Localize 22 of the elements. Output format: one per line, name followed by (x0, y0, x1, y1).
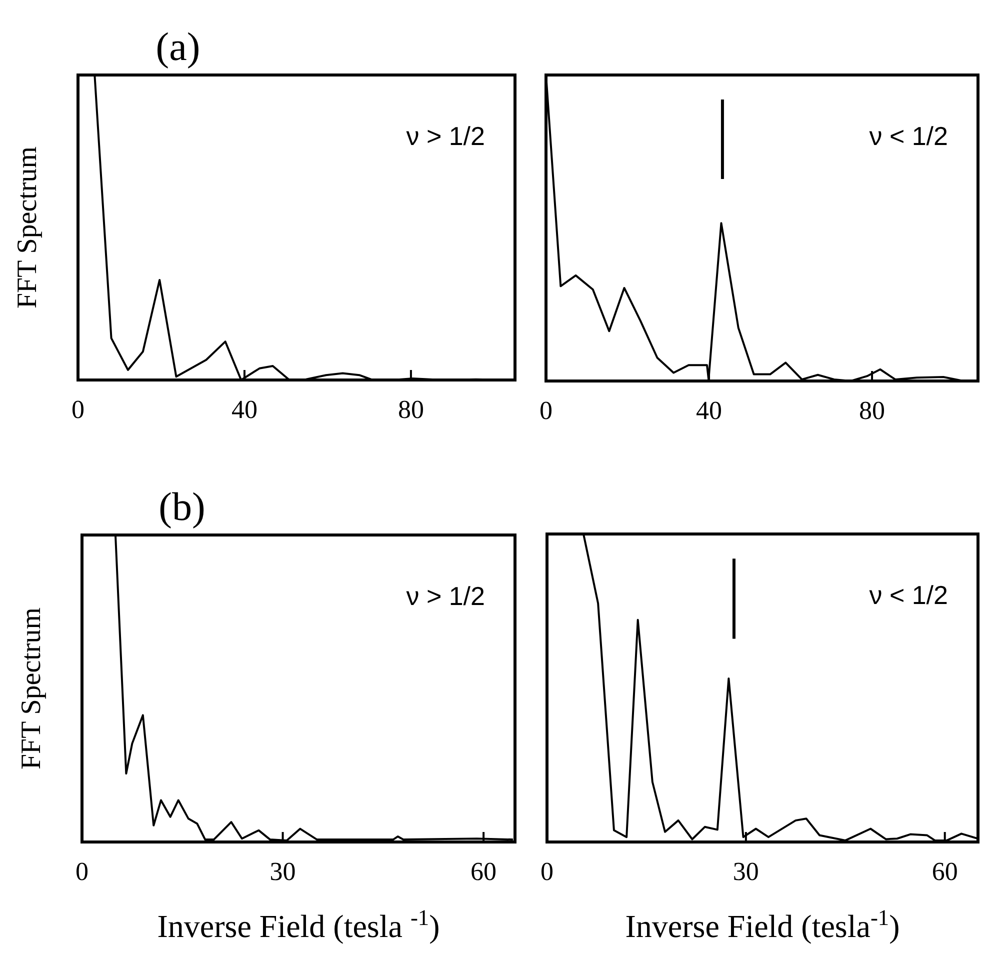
x-tick-label: 60 (932, 857, 958, 886)
chart-title: (a) (156, 24, 200, 69)
annotation: ν > 1/2 (406, 121, 485, 151)
x-tick-label: 0 (540, 396, 552, 425)
annotation: ν < 1/2 (869, 580, 948, 610)
x-tick-label: 80 (859, 396, 886, 425)
chart-title: (b) (158, 484, 206, 529)
x-tick-label: 40 (696, 396, 722, 425)
annotation: ν > 1/2 (406, 581, 485, 611)
x-axis-title: Inverse Field (tesla $^{-1}$) (157, 904, 440, 944)
y-axis-title: FFT Spectrum (16, 607, 47, 770)
annotation: ν < 1/2 (869, 121, 948, 151)
x-tick-label: 0 (540, 857, 554, 886)
x-tick-label: 30 (732, 857, 759, 886)
x-axis-title: Inverse Field (tesla$^{-1}$) (625, 904, 900, 944)
y-axis-title: FFT Spectrum (12, 146, 43, 309)
x-tick-label: 80 (398, 395, 424, 424)
x-tick-label: 40 (231, 395, 258, 424)
x-tick-label: 0 (76, 857, 88, 886)
x-tick-label: 60 (470, 857, 497, 886)
x-tick-label: 0 (72, 395, 84, 424)
x-tick-label: 30 (270, 857, 296, 886)
